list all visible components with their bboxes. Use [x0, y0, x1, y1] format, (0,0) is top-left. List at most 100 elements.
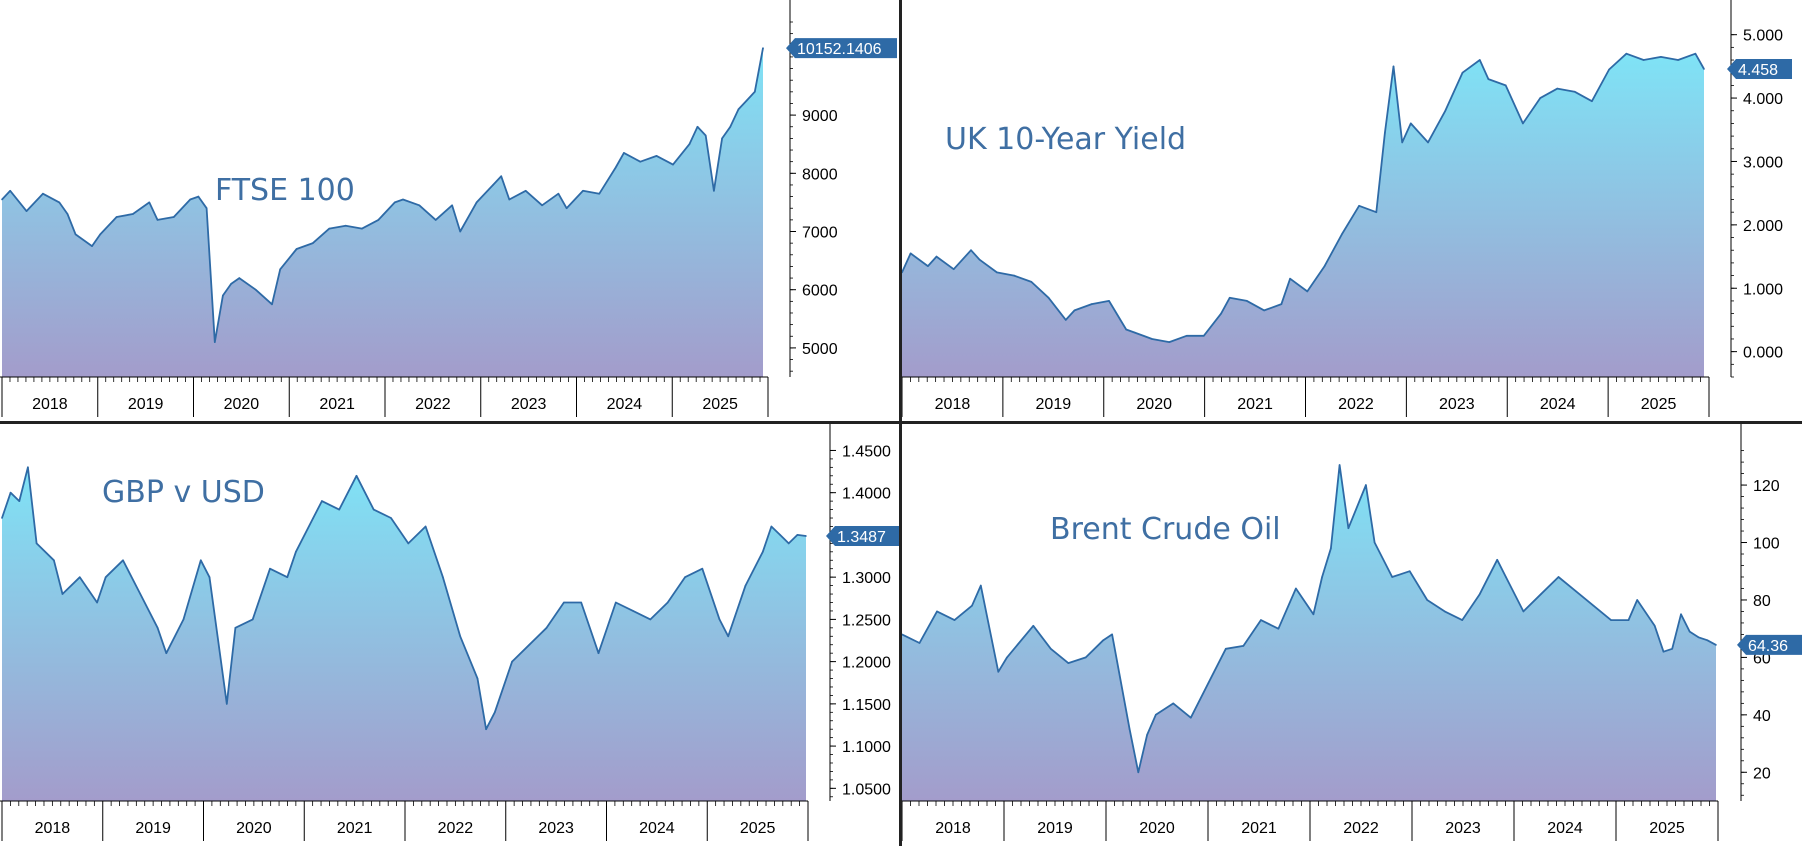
data-point: [1392, 65, 1395, 68]
data-point: [1671, 648, 1673, 650]
data-point: [1013, 274, 1015, 277]
data-point: [251, 618, 254, 621]
data-point: [238, 277, 241, 279]
last-value-tag: 64.36: [1737, 634, 1802, 655]
data-point: [805, 535, 807, 537]
data-point: [1225, 648, 1227, 650]
gilt-title: UK 10-Year Yield: [945, 122, 1187, 157]
x-tick-label: 2023: [511, 396, 547, 413]
data-point: [200, 559, 202, 562]
data-point: [511, 660, 513, 663]
data-point: [269, 567, 271, 570]
data-point: [762, 551, 764, 553]
data-point: [407, 542, 410, 545]
data-point: [1065, 319, 1067, 321]
data-point: [1312, 613, 1315, 616]
data-point: [58, 201, 61, 204]
data-point: [104, 576, 107, 578]
data-point: [1289, 277, 1291, 280]
data-point: [1680, 613, 1682, 616]
data-point: [1358, 205, 1360, 207]
data-point: [394, 201, 396, 204]
data-point: [494, 711, 496, 714]
x-tick-label: 2018: [935, 820, 971, 837]
chart-3-svg: 2018 2019 2020 2021 2022 2023 2024 202520406080…: [901, 424, 1802, 841]
data-point: [978, 258, 981, 261]
data-point: [1375, 211, 1378, 213]
data-point: [1295, 587, 1297, 590]
data-point: [476, 677, 479, 680]
data-point: [1373, 541, 1376, 544]
data-point: [1660, 56, 1662, 58]
data-point: [1592, 604, 1595, 607]
data-point: [1050, 648, 1052, 650]
y-tick-label: 80: [1753, 593, 1771, 610]
data-point: [344, 224, 347, 227]
data-point: [713, 190, 715, 192]
data-point: [1540, 593, 1542, 595]
data-point: [1703, 68, 1705, 70]
data-point: [1410, 122, 1412, 125]
data-point: [971, 604, 973, 607]
data-point: [312, 242, 314, 244]
data-point: [1505, 576, 1507, 578]
data-point: [9, 190, 11, 192]
y-tick-label: 5000: [802, 341, 838, 358]
data-point: [234, 627, 237, 629]
last-value-tag: 1.3487: [826, 526, 899, 547]
x-tick-label: 2021: [1237, 396, 1273, 413]
data-point: [524, 190, 527, 192]
data-point: [762, 47, 764, 49]
data-point: [424, 525, 427, 528]
data-point: [1102, 639, 1105, 641]
data-point: [1108, 300, 1110, 302]
data-point: [718, 618, 721, 621]
data-point: [1090, 303, 1093, 305]
data-point: [1172, 702, 1175, 705]
data-point: [1365, 484, 1367, 486]
y-tick-label: 4.000: [1743, 91, 1783, 108]
data-point: [377, 219, 380, 221]
last-value-tag-bg: [1737, 634, 1802, 655]
data-point: [927, 265, 929, 267]
series-area: [902, 53, 1704, 377]
data-point: [1688, 630, 1691, 633]
brent-panel: 2018 2019 2020 2021 2022 2023 2024 2025 20 40 60 80…: [901, 424, 1802, 846]
data-point: [737, 108, 740, 111]
x-tick-label: 2019: [128, 396, 164, 413]
brent-title: Brent Crude Oil: [1050, 512, 1281, 547]
data-point: [1323, 265, 1326, 267]
data-point: [1391, 576, 1393, 578]
y-tick-label: 3.000: [1743, 154, 1783, 171]
data-point: [1539, 97, 1541, 99]
x-tick-label: 2018: [935, 396, 971, 413]
x-tick-label: 2019: [1036, 396, 1072, 413]
x-tick-label: 2024: [1547, 820, 1583, 837]
data-point: [182, 618, 185, 621]
data-point: [597, 652, 600, 654]
data-point: [787, 542, 790, 545]
data-point: [1608, 68, 1610, 71]
data-point: [614, 166, 617, 169]
data-point: [451, 204, 453, 207]
data-point: [500, 175, 503, 177]
y-tick-label: 0.000: [1743, 345, 1783, 362]
data-point: [1636, 599, 1638, 601]
y-tick-label: 1.4000: [842, 486, 891, 503]
data-point: [672, 163, 674, 166]
data-point: [197, 195, 200, 198]
x-tick-label: 2025: [1649, 820, 1685, 837]
data-point: [918, 642, 921, 644]
y-tick-label: 1.000: [1743, 281, 1783, 298]
data-point: [1557, 576, 1560, 578]
data-point: [796, 534, 799, 536]
data-point: [312, 517, 315, 519]
data-point: [42, 192, 44, 195]
data-point: [1522, 610, 1525, 613]
data-point: [1047, 297, 1050, 299]
data-point: [1408, 570, 1411, 572]
data-point: [132, 213, 134, 215]
series-area: [2, 48, 763, 377]
y-tick-label: 5.000: [1743, 28, 1783, 45]
data-point: [189, 198, 191, 201]
